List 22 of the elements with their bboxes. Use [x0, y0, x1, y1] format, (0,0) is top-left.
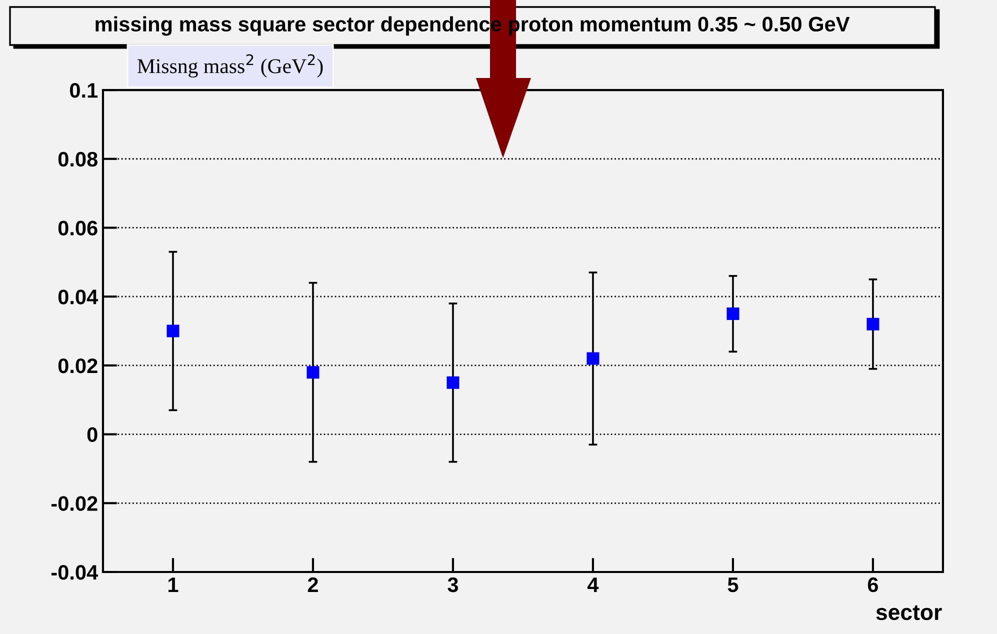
x-axis-title: sector [876, 605, 942, 620]
x-tick-label: 5 [728, 578, 738, 592]
y-tick-label: -0.02 [51, 496, 98, 511]
y-tick-label: -0.04 [51, 564, 98, 580]
y-tick-label: 0.06 [58, 220, 98, 236]
point [166, 324, 180, 338]
x-tick-label: 3 [448, 577, 458, 592]
point [726, 308, 740, 320]
x-tick-label: 2 [308, 577, 318, 592]
x-tick-label: 4 [587, 578, 599, 592]
y-axis-title: Missng mass$^{2}$ (GeV$^{2}$) [137, 54, 323, 78]
y-tick-label: 0.1 [70, 83, 98, 98]
y-tick-label: 0.04 [58, 290, 98, 304]
y-tick-label: 0 [87, 427, 98, 442]
point [866, 318, 880, 330]
point [446, 376, 460, 389]
x-tick-label: 6 [868, 577, 878, 592]
y-tick-label: 0.02 [58, 358, 98, 374]
point [586, 352, 600, 365]
point [306, 366, 320, 379]
y-tick-label: 0.08 [58, 152, 98, 167]
x-tick-label: 1 [168, 578, 178, 592]
